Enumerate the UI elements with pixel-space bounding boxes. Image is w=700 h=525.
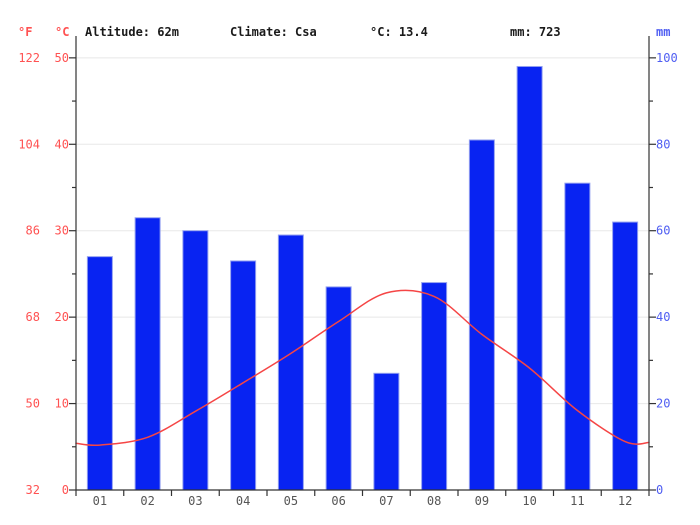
precip-bar-11 xyxy=(564,182,591,491)
precip-bar-03 xyxy=(182,230,209,491)
f-tick-label-68: 68 xyxy=(26,310,40,324)
f-tick-label-86: 86 xyxy=(26,224,40,238)
mm-tick-label-40: 40 xyxy=(656,310,670,324)
f-tick-label-32: 32 xyxy=(26,483,40,497)
precip-bar-01 xyxy=(86,256,113,491)
f-tick-label-50: 50 xyxy=(26,397,40,411)
month-label-07: 07 xyxy=(379,494,393,508)
month-label-04: 04 xyxy=(236,494,250,508)
month-label-09: 09 xyxy=(475,494,489,508)
precip-bar-10 xyxy=(516,65,543,491)
mm-tick-label-60: 60 xyxy=(656,224,670,238)
fahrenheit-unit-label: °F xyxy=(18,25,32,39)
mm-tick-label-20: 20 xyxy=(656,397,670,411)
month-label-08: 08 xyxy=(427,494,441,508)
c-tick-label-30: 30 xyxy=(55,224,69,238)
mm-tick-label-80: 80 xyxy=(656,137,670,151)
precip-bar-12 xyxy=(612,221,639,491)
c-tick-label-0: 0 xyxy=(62,483,69,497)
temperature-line xyxy=(75,289,650,447)
annual-precipitation-label: mm: 723 xyxy=(510,25,561,39)
precip-bar-06 xyxy=(325,286,352,491)
precip-bar-09 xyxy=(468,139,495,491)
precip-bar-05 xyxy=(277,234,304,491)
precip-bar-02 xyxy=(134,217,161,491)
month-label-11: 11 xyxy=(570,494,584,508)
c-tick-label-10: 10 xyxy=(55,397,69,411)
month-label-06: 06 xyxy=(331,494,345,508)
month-label-01: 01 xyxy=(93,494,107,508)
celsius-unit-label: °C xyxy=(55,25,69,39)
c-tick-label-40: 40 xyxy=(55,137,69,151)
month-label-05: 05 xyxy=(284,494,298,508)
precip-bar-08 xyxy=(421,282,448,491)
precip-bar-04 xyxy=(230,260,257,491)
c-tick-label-20: 20 xyxy=(55,310,69,324)
month-label-10: 10 xyxy=(522,494,536,508)
climate-label: Climate: Csa xyxy=(230,25,317,39)
f-tick-label-104: 104 xyxy=(18,137,40,151)
c-tick-label-50: 50 xyxy=(55,51,69,65)
precip-bar-07 xyxy=(373,372,400,491)
chart-header: °F °C Altitude: 62m Climate: Csa °C: 13.… xyxy=(18,25,670,39)
altitude-label: Altitude: 62m xyxy=(85,25,179,39)
mm-tick-label-100: 100 xyxy=(656,51,678,65)
f-tick-label-122: 122 xyxy=(18,51,40,65)
month-label-12: 12 xyxy=(618,494,632,508)
mean-temperature-label: °C: 13.4 xyxy=(370,25,428,39)
mm-unit-label: mm xyxy=(656,25,670,39)
mm-tick-label-0: 0 xyxy=(656,483,663,497)
month-label-02: 02 xyxy=(140,494,154,508)
month-label-03: 03 xyxy=(188,494,202,508)
